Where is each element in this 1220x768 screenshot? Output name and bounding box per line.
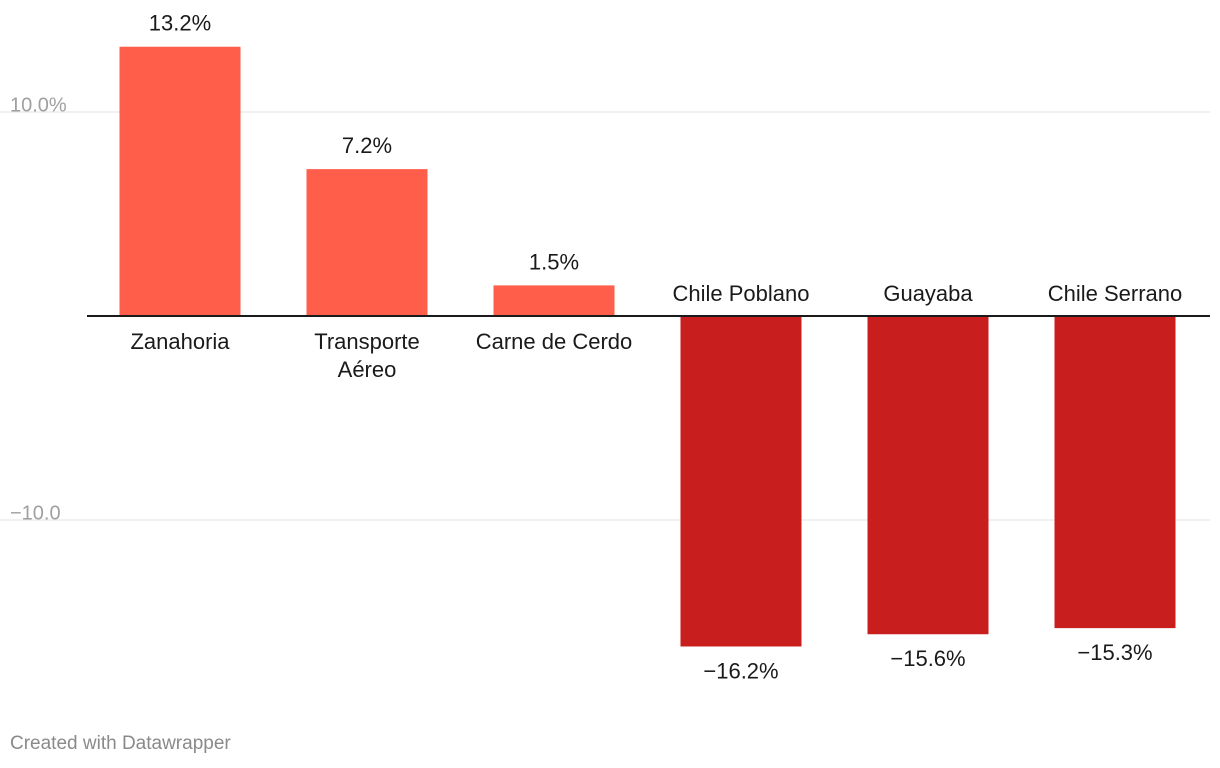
y-tick-label: 10.0% <box>10 95 67 117</box>
bar <box>119 46 241 316</box>
bar <box>493 285 615 316</box>
value-label: −16.2% <box>703 658 778 683</box>
labels: 10.0% −10.0 13.2% Zanahoria 7.2% Transporte Aé… <box>10 11 1182 684</box>
footer-credit: Created with Datawrapper <box>10 733 231 754</box>
bar <box>680 316 802 647</box>
category-label: Chile Poblano <box>673 281 810 306</box>
value-label: 1.5% <box>529 249 579 274</box>
value-label: 7.2% <box>342 133 392 158</box>
bar <box>306 169 428 316</box>
value-label: −15.3% <box>1077 640 1152 665</box>
value-label: 13.2% <box>149 11 211 36</box>
bar <box>1054 316 1176 629</box>
bars <box>87 46 1210 647</box>
category-label: Guayaba <box>883 281 973 306</box>
value-label: −15.6% <box>890 646 965 671</box>
category-label: Carne de Cerdo <box>476 329 633 354</box>
category-label: Aéreo <box>338 357 397 382</box>
category-label: Zanahoria <box>130 329 230 354</box>
category-label: Transporte <box>314 329 420 354</box>
category-label: Chile Serrano <box>1048 281 1183 306</box>
y-tick-label: −10.0 <box>10 503 61 525</box>
bar <box>867 316 989 635</box>
